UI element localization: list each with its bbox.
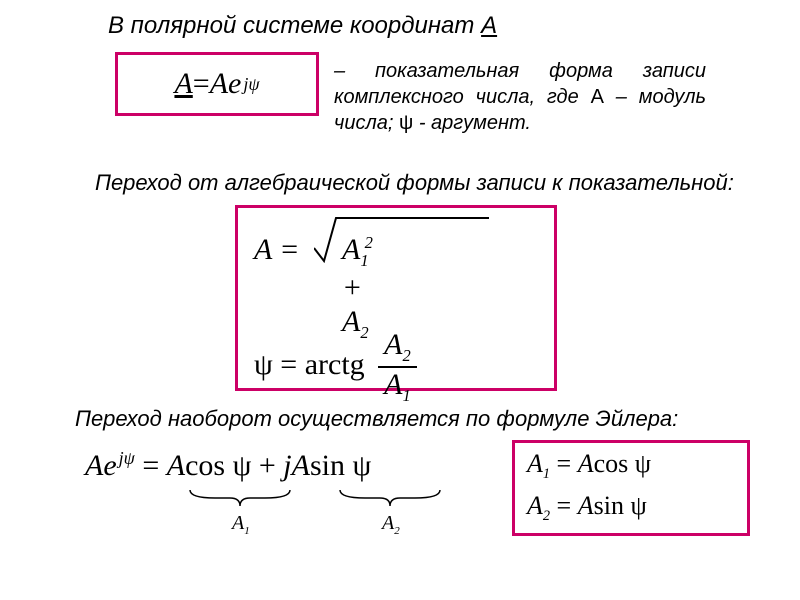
description-text: – показательная форма записи комплексног…: [334, 58, 706, 136]
exp-rhs-exp: jψ: [243, 74, 259, 95]
title-line: В полярной системе координат А: [108, 12, 497, 40]
radical-icon: [314, 213, 494, 263]
underbrace-2-icon: [335, 488, 445, 510]
subtitle-transform: Переход от алгебраической формы записи к…: [95, 170, 734, 196]
mod-radicand: A12 + A2: [342, 233, 373, 343]
frac-num: A2: [378, 328, 417, 368]
frac-den: A1: [378, 368, 417, 406]
euler-term1: Acos ψ: [167, 449, 252, 482]
title-var: А: [481, 12, 497, 39]
components-box: A1 = Acos ψ A2 = Asin ψ: [512, 440, 750, 536]
arg-lhs-psi: ψ: [254, 348, 273, 381]
title-text: В полярной системе координат: [108, 12, 474, 39]
euler-formula: Aejψ = Acos ψ + jAsin ψ: [85, 448, 485, 483]
mod-lhs: A =: [254, 233, 300, 266]
euler-term2: jAsin ψ: [283, 449, 371, 482]
arg-fn: arctg: [305, 348, 365, 381]
exp-lhs: A: [174, 67, 192, 101]
underbrace-2-label: A2: [382, 512, 400, 537]
euler-lhs-base: Ae: [85, 449, 117, 482]
exp-eq: =: [193, 67, 210, 101]
argument-formula: ψ = arctg A2 A1: [254, 328, 417, 406]
euler-eq-sign: =: [142, 449, 166, 482]
desc-psi: ψ: [399, 112, 413, 134]
derivation-box: A = A12 + A2 ψ = arctg A2 A1: [235, 205, 557, 391]
underbrace-1-label: A1: [232, 512, 250, 537]
underbrace-1-icon: [185, 488, 295, 510]
arg-fraction: A2 A1: [378, 328, 417, 406]
exp-rhs-base: Ae: [210, 67, 242, 101]
desc-part3: - аргумент.: [413, 112, 531, 134]
component-a1: A1 = Acos ψ: [527, 449, 651, 483]
euler-lhs-exp: jψ: [119, 448, 135, 468]
arg-eq: =: [280, 348, 304, 381]
euler-plus: +: [259, 449, 283, 482]
subtitle-euler: Переход наоборот осуществляется по форму…: [75, 406, 678, 432]
exponential-form-box: A = Aejψ: [115, 52, 319, 116]
component-a2: A2 = Asin ψ: [527, 491, 647, 525]
modulus-formula: A = A12 + A2: [254, 233, 300, 267]
desc-A: A: [591, 86, 604, 108]
